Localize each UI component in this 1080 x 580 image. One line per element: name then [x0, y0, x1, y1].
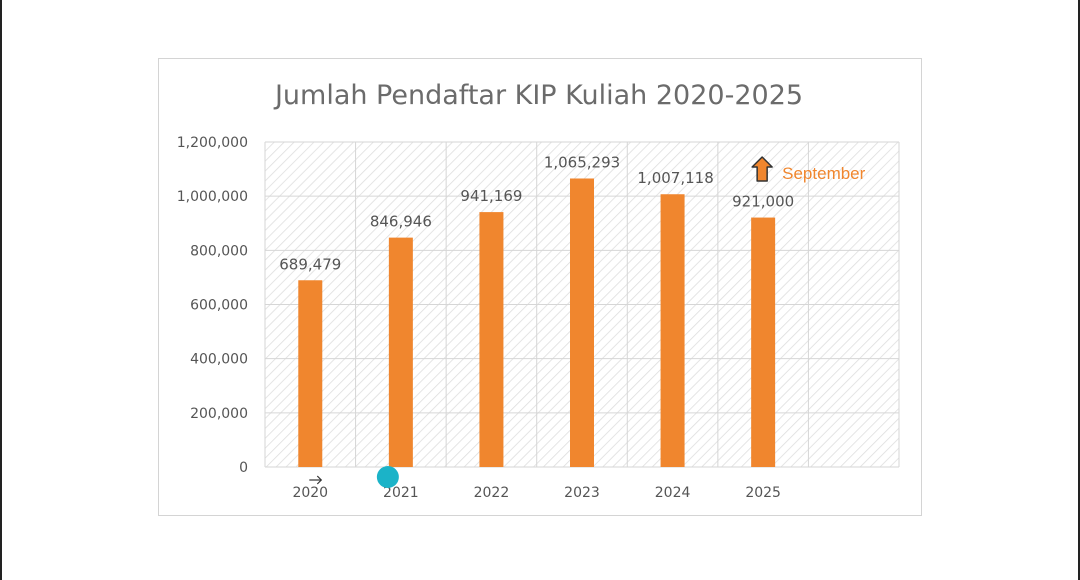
y-tick-label: 400,000 [190, 352, 248, 368]
right-arrow-icon [309, 475, 323, 485]
data-label: 846,946 [370, 213, 432, 231]
screen-edge-right [1078, 0, 1080, 580]
bar-2020 [298, 280, 323, 467]
right-arrow-head [316, 475, 323, 485]
data-label: 941,169 [460, 187, 522, 205]
annotation-label: September [782, 164, 865, 183]
x-tick-label: 2024 [655, 485, 691, 501]
bar-2025 [751, 217, 776, 467]
chart-title: Jumlah Pendaftar KIP Kuliah 2020-2025 [274, 80, 804, 111]
bar-2022 [479, 212, 504, 467]
data-label: 1,007,118 [637, 169, 713, 187]
data-label: 1,065,293 [544, 153, 620, 171]
data-label: 689,479 [279, 255, 341, 273]
x-tick-label: 2023 [564, 485, 600, 501]
x-tick-label: 2020 [292, 485, 328, 501]
screen-edge-left [0, 0, 2, 580]
data-label: 921,000 [732, 193, 794, 211]
cyan-dot-marker [376, 466, 399, 488]
up-arrow-icon [751, 156, 773, 182]
y-tick-label: 0 [239, 460, 248, 476]
y-tick-label: 1,000,000 [177, 189, 248, 205]
x-tick-label: 2022 [474, 485, 510, 501]
bar-2021 [388, 237, 413, 467]
bar-2023 [570, 178, 594, 467]
y-tick-label: 200,000 [190, 406, 248, 422]
x-tick-label: 2025 [745, 485, 781, 501]
x-tick-label: 2021 [383, 485, 419, 501]
y-tick-label: 1,200,000 [177, 135, 248, 151]
bar-2024 [660, 194, 685, 467]
y-tick-label: 800,000 [190, 243, 248, 259]
y-tick-label: 600,000 [190, 298, 248, 314]
